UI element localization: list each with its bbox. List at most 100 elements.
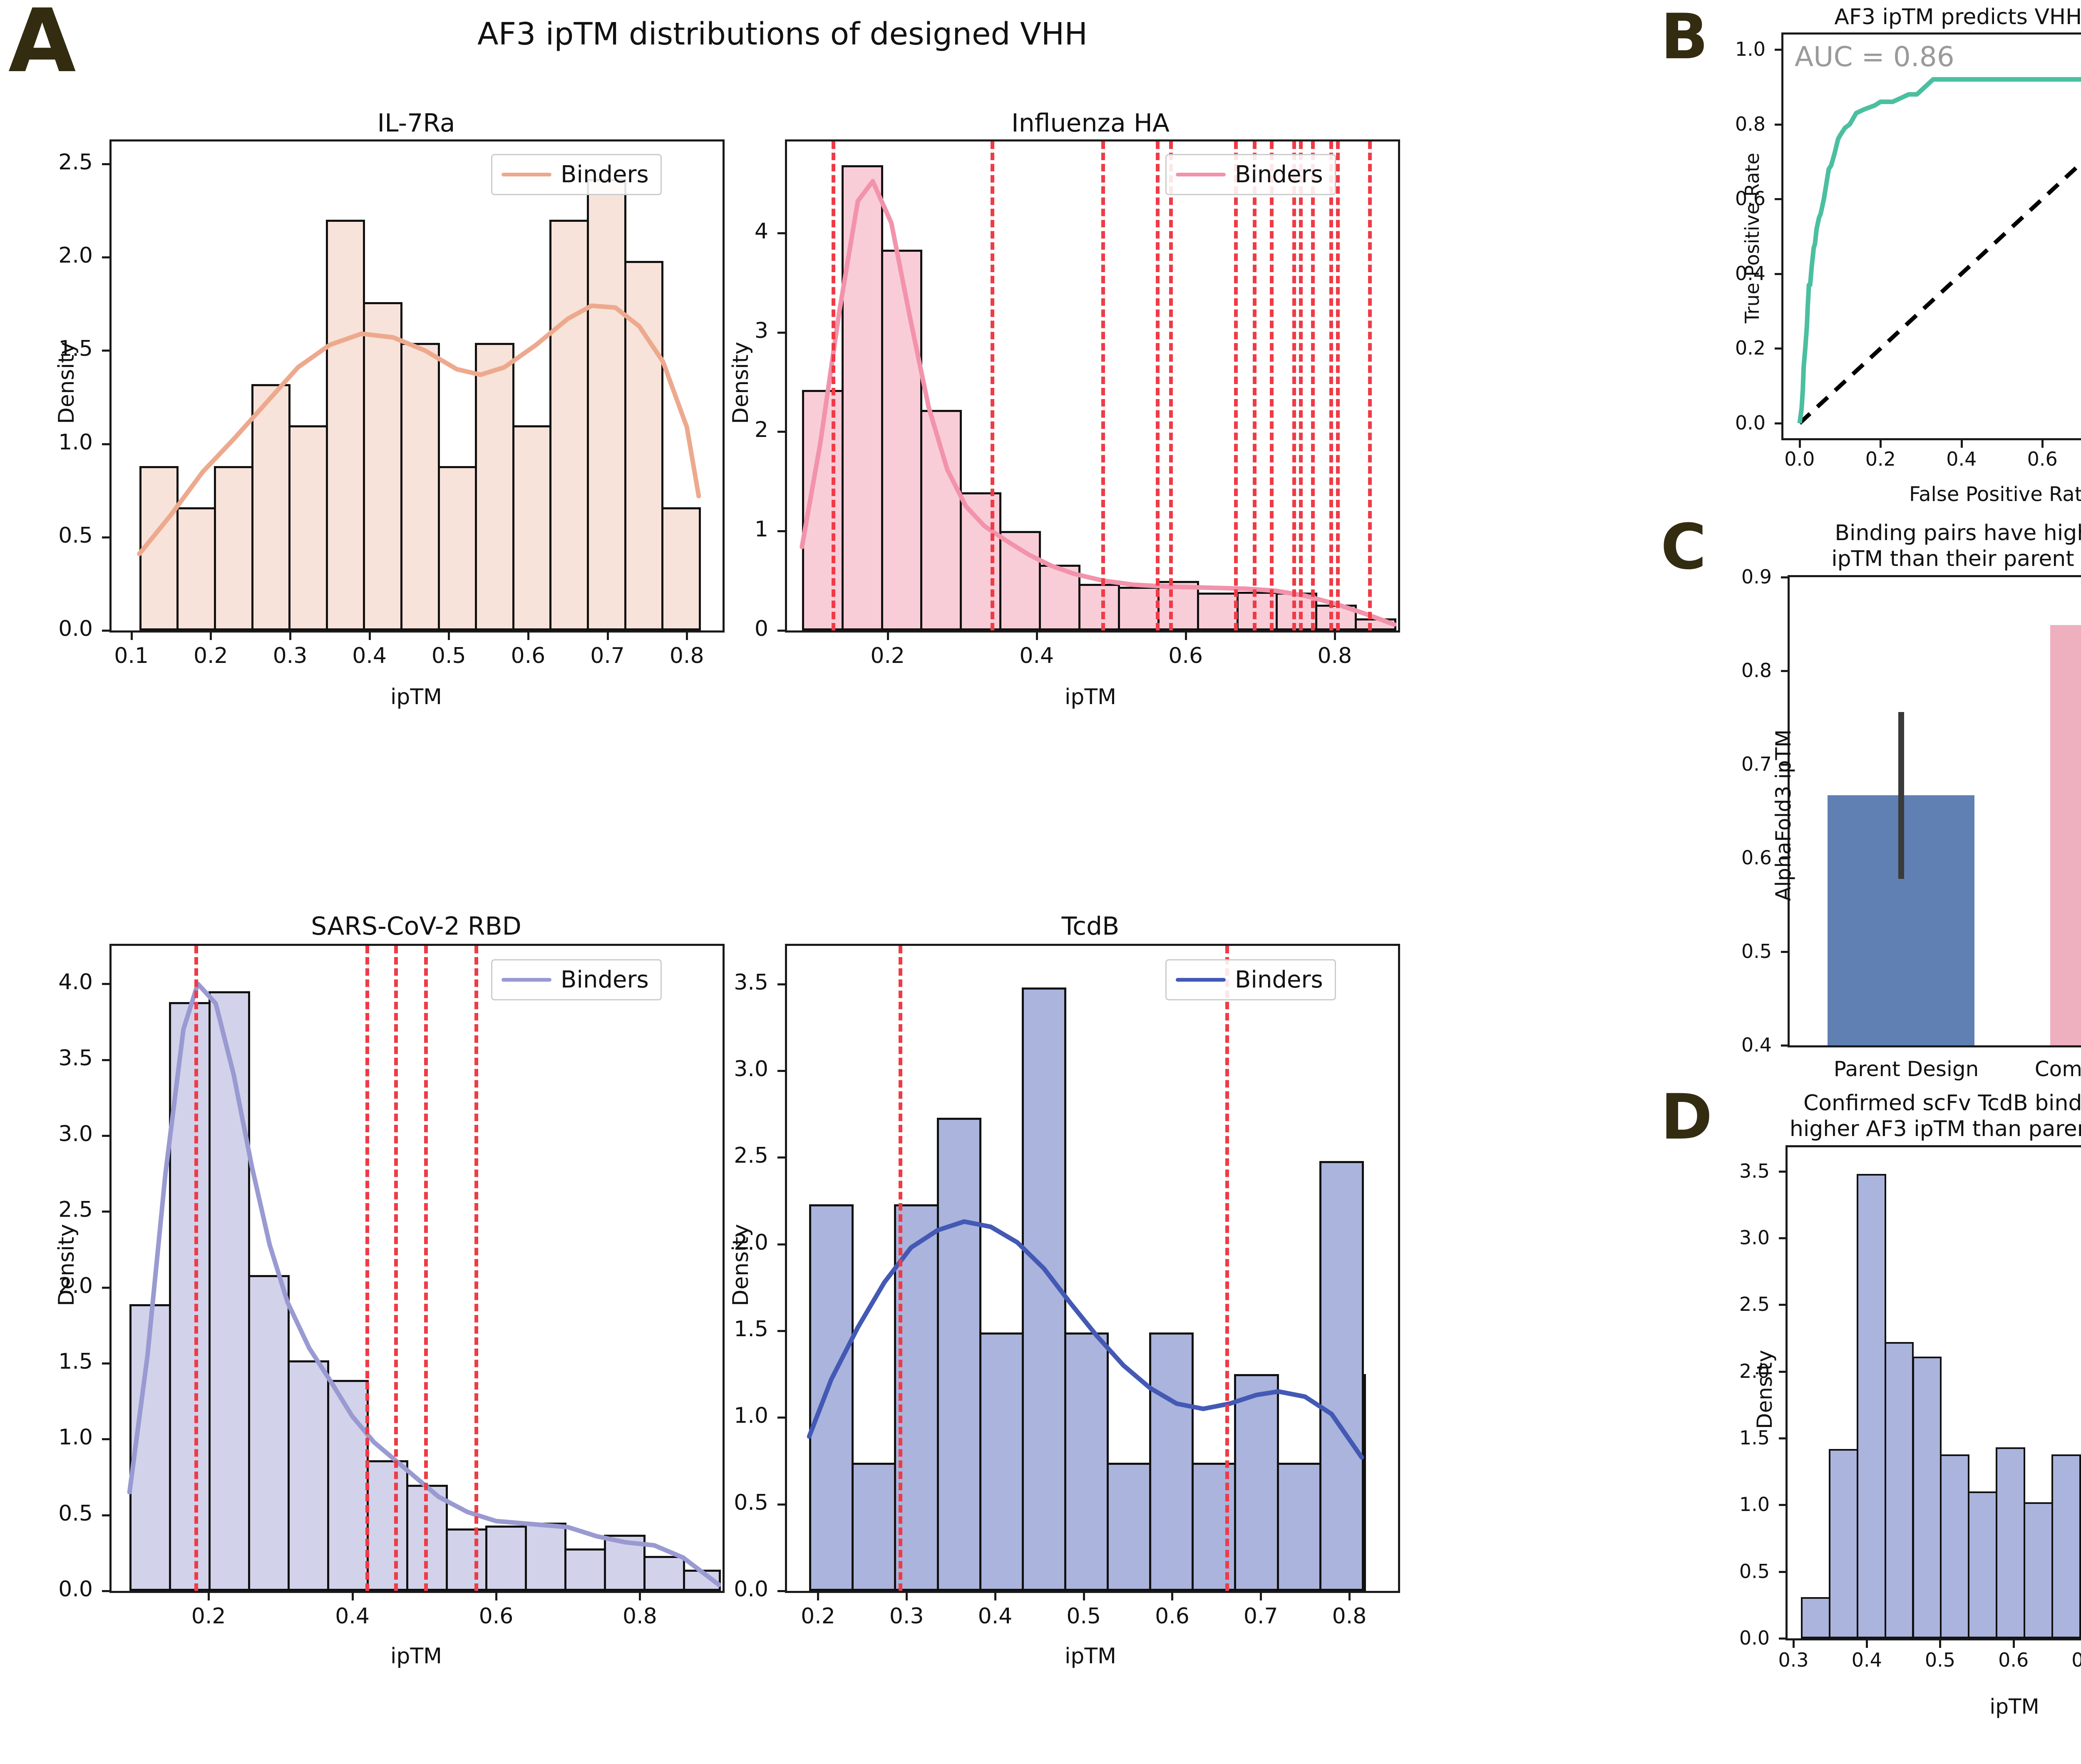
x-tick-label: 0.0 xyxy=(1784,448,1815,470)
tcdb-xaxis-label: ipTM xyxy=(1064,1644,1117,1669)
histogram-bar xyxy=(363,302,402,630)
y-tick-mark xyxy=(1775,198,1782,201)
binder-marker-line xyxy=(1368,141,1372,630)
y-tick-label: 0.5 xyxy=(1739,1560,1770,1583)
roc-yaxis-label: True Positive Rate xyxy=(1741,153,1763,323)
x-tick-label: 0.8 xyxy=(1332,1604,1367,1629)
y-tick-mark xyxy=(102,350,109,352)
y-tick-mark xyxy=(102,1286,109,1289)
x-tick-label: 0.6 xyxy=(479,1604,514,1629)
roc-curve-line xyxy=(1797,77,2081,424)
histogram-bar xyxy=(1912,1357,1942,1638)
x-tick-mark xyxy=(994,1593,996,1600)
histogram-bar xyxy=(446,1528,488,1591)
category-label-parent-design: Parent Design xyxy=(1833,1057,1979,1081)
binder-marker-line xyxy=(1252,141,1257,630)
histogram-bar xyxy=(525,1522,567,1591)
il7ra-plot xyxy=(109,139,725,633)
x-tick-label: 0.7 xyxy=(590,643,625,668)
x-tick-label: 0.2 xyxy=(191,1604,226,1629)
y-tick-mark xyxy=(1781,764,1788,766)
x-tick-label: 0.8 xyxy=(1317,643,1352,668)
y-tick-mark xyxy=(102,1134,109,1137)
binder-marker-line xyxy=(1299,141,1303,630)
x-tick-mark xyxy=(1939,1640,1942,1648)
y-tick-mark xyxy=(102,536,109,538)
y-tick-label: 2.0 xyxy=(58,1273,93,1298)
scfv-title-l1: Confirmed scFv TcdB binders have xyxy=(1803,1091,2081,1116)
parent-combined-title-l2: ipTM than their parent designs xyxy=(1831,546,2081,571)
roc-xaxis-label: False Positive Rate xyxy=(1909,483,2081,506)
panel-letter-c: C xyxy=(1661,511,1706,583)
y-tick-mark xyxy=(777,1070,785,1072)
histogram-bar xyxy=(251,384,291,630)
rbd-legend: Binders xyxy=(491,959,662,1000)
y-tick-label: 2.5 xyxy=(58,149,93,175)
influenza-yaxis-label: Density xyxy=(728,342,753,424)
y-tick-mark xyxy=(1775,273,1782,275)
x-tick-label: 0.7 xyxy=(2071,1649,2081,1671)
y-tick-label: 2.5 xyxy=(58,1197,93,1223)
y-tick-mark xyxy=(102,630,109,632)
histogram-bar xyxy=(1234,1374,1279,1591)
y-tick-mark xyxy=(777,1156,785,1159)
y-tick-mark xyxy=(777,331,785,334)
x-tick-label: 0.5 xyxy=(431,643,466,668)
x-tick-mark xyxy=(1185,633,1187,640)
chance-diagonal xyxy=(1798,160,2081,425)
x-tick-mark xyxy=(817,1593,819,1600)
rbd-legend-label: Binders xyxy=(561,966,649,993)
x-tick-mark xyxy=(606,633,609,640)
il7ra-xaxis-label: ipTM xyxy=(390,685,442,710)
y-tick-label: 0.4 xyxy=(1741,1034,1772,1056)
x-tick-mark xyxy=(208,1593,210,1600)
histogram-bar xyxy=(920,409,962,630)
y-tick-mark xyxy=(1779,1637,1786,1640)
y-tick-label: 3.5 xyxy=(1739,1159,1770,1182)
binder-marker-line xyxy=(365,946,369,1591)
x-tick-label: 0.2 xyxy=(870,643,905,668)
influenza-legend-swatch xyxy=(1176,173,1226,176)
rbd-legend-swatch xyxy=(502,978,551,982)
x-tick-mark xyxy=(527,633,529,640)
y-tick-mark xyxy=(777,1503,785,1506)
parent-combined-yaxis-label: AlphaFold3 ipTM xyxy=(1771,729,1795,901)
binder-marker-line xyxy=(1329,141,1334,630)
histogram-bar xyxy=(999,531,1041,630)
histogram-bar xyxy=(1355,618,1397,630)
histogram-bar xyxy=(2051,1454,2081,1638)
x-tick-mark xyxy=(210,633,212,640)
y-tick-mark xyxy=(1781,951,1788,953)
histogram-bar xyxy=(129,1304,171,1591)
y-tick-mark xyxy=(102,1362,109,1365)
histogram-bar xyxy=(209,991,251,1591)
x-tick-mark xyxy=(1798,440,1801,448)
parent-combined-title-l1: Binding pairs have higher AF3 xyxy=(1835,521,2081,546)
y-tick-mark xyxy=(102,1590,109,1592)
x-tick-mark xyxy=(130,633,133,640)
scfv-xaxis-label: ipTM xyxy=(1989,1695,2039,1719)
x-tick-label: 0.4 xyxy=(978,1604,1013,1629)
y-tick-mark xyxy=(777,1590,785,1592)
y-tick-mark xyxy=(777,431,785,433)
y-tick-label: 1.5 xyxy=(1739,1427,1770,1449)
histogram-bar xyxy=(248,1275,290,1591)
x-tick-label: 0.6 xyxy=(511,643,546,668)
y-tick-mark xyxy=(102,1211,109,1213)
tcdb-legend-swatch xyxy=(1176,978,1226,982)
tcdb-title: TcdB xyxy=(1061,912,1120,941)
x-tick-label: 0.5 xyxy=(1066,1604,1101,1629)
panel-letter-a: A xyxy=(8,0,76,92)
scfv-title-l2: higher AF3 ipTM than parent designs xyxy=(1789,1116,2081,1141)
y-tick-label: 0.5 xyxy=(58,523,93,548)
y-tick-label: 4.0 xyxy=(58,970,93,995)
x-tick-mark xyxy=(1260,1593,1262,1600)
category-label-combined-design: Combined Design xyxy=(2034,1057,2081,1081)
histogram-bar xyxy=(1319,1161,1364,1591)
x-tick-label: 0.4 xyxy=(1019,643,1054,668)
histogram-bar xyxy=(367,1460,409,1591)
histogram-bar xyxy=(643,1556,685,1591)
binder-marker-line xyxy=(1225,946,1229,1591)
bar-combined-design xyxy=(2050,625,2081,1045)
il7ra-legend-label: Binders xyxy=(561,161,649,188)
